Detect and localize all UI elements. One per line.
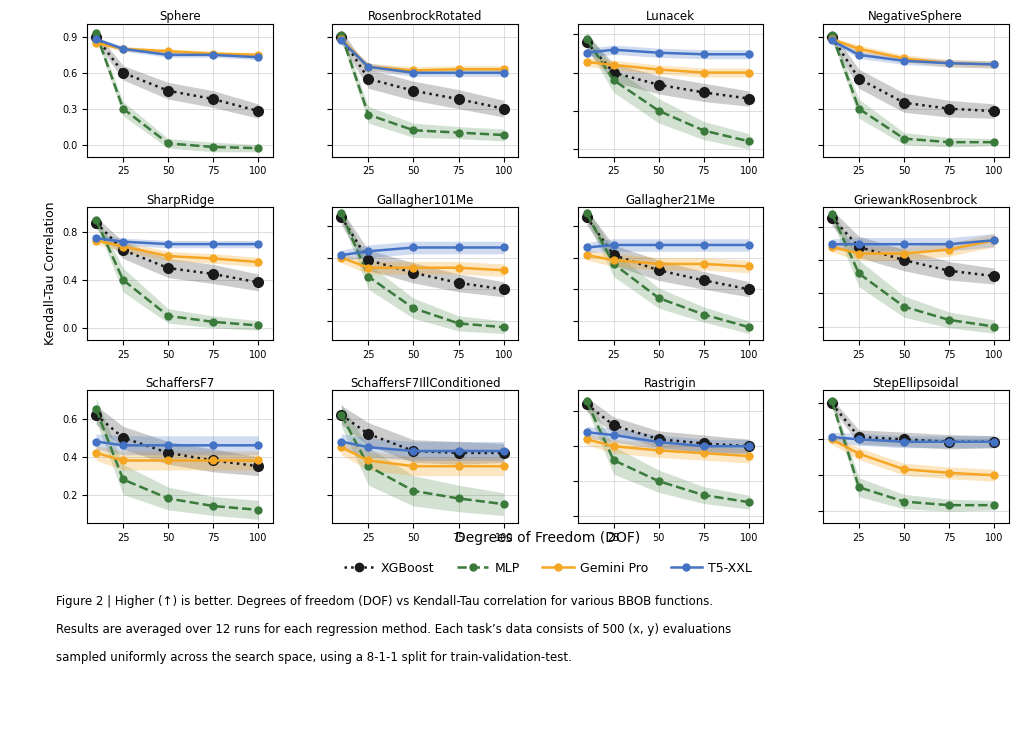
Title: Gallagher21Me: Gallagher21Me [626, 194, 716, 206]
Text: Figure 2 | Higher (↑) is better. Degrees of freedom (DOF) vs Kendall-Tau correla: Figure 2 | Higher (↑) is better. Degrees… [56, 595, 714, 608]
Text: Results are averaged over 12 runs for each regression method. Each task’s data c: Results are averaged over 12 runs for ea… [56, 623, 731, 637]
Title: SharpRidge: SharpRidge [145, 194, 214, 206]
Title: Rastrigin: Rastrigin [644, 377, 697, 390]
Title: Lunacek: Lunacek [646, 10, 695, 23]
Title: SchaffersF7IllConditioned: SchaffersF7IllConditioned [350, 377, 501, 390]
Y-axis label: Kendall-Tau Correlation: Kendall-Tau Correlation [43, 202, 56, 345]
Title: GriewankRosenbrock: GriewankRosenbrock [854, 194, 978, 206]
Title: Sphere: Sphere [159, 10, 201, 23]
Text: Degrees of Freedom (DOF): Degrees of Freedom (DOF) [456, 531, 640, 545]
Title: StepEllipsoidal: StepEllipsoidal [872, 377, 959, 390]
Title: RosenbrockRotated: RosenbrockRotated [368, 10, 482, 23]
Legend: XGBoost, MLP, Gemini Pro, T5-XXL: XGBoost, MLP, Gemini Pro, T5-XXL [339, 556, 757, 580]
Title: Gallagher101Me: Gallagher101Me [377, 194, 474, 206]
Title: SchaffersF7: SchaffersF7 [145, 377, 215, 390]
Text: sampled uniformly across the search space, using a 8-1-1 split for train-validat: sampled uniformly across the search spac… [56, 651, 572, 665]
Title: NegativeSphere: NegativeSphere [868, 10, 964, 23]
